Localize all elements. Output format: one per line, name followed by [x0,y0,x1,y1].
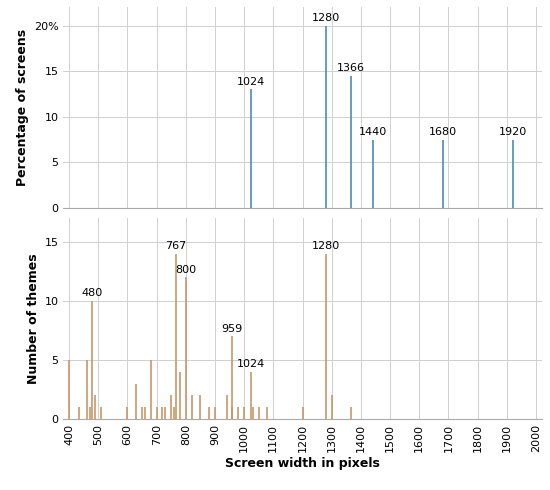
Text: 800: 800 [175,265,196,275]
Text: 767: 767 [166,241,187,251]
Text: 1024: 1024 [237,359,265,369]
Text: 959: 959 [222,324,243,334]
Text: 1366: 1366 [337,63,365,73]
Y-axis label: Percentage of screens: Percentage of screens [16,29,30,186]
Text: 1920: 1920 [498,127,527,137]
Text: 1680: 1680 [428,127,456,137]
Text: 1280: 1280 [312,241,340,251]
Text: 480: 480 [82,289,103,298]
Y-axis label: Number of themes: Number of themes [27,253,40,384]
Text: 1280: 1280 [312,13,340,23]
Text: 1440: 1440 [359,127,387,137]
Text: 1024: 1024 [237,77,265,87]
X-axis label: Screen width in pixels: Screen width in pixels [225,458,380,470]
